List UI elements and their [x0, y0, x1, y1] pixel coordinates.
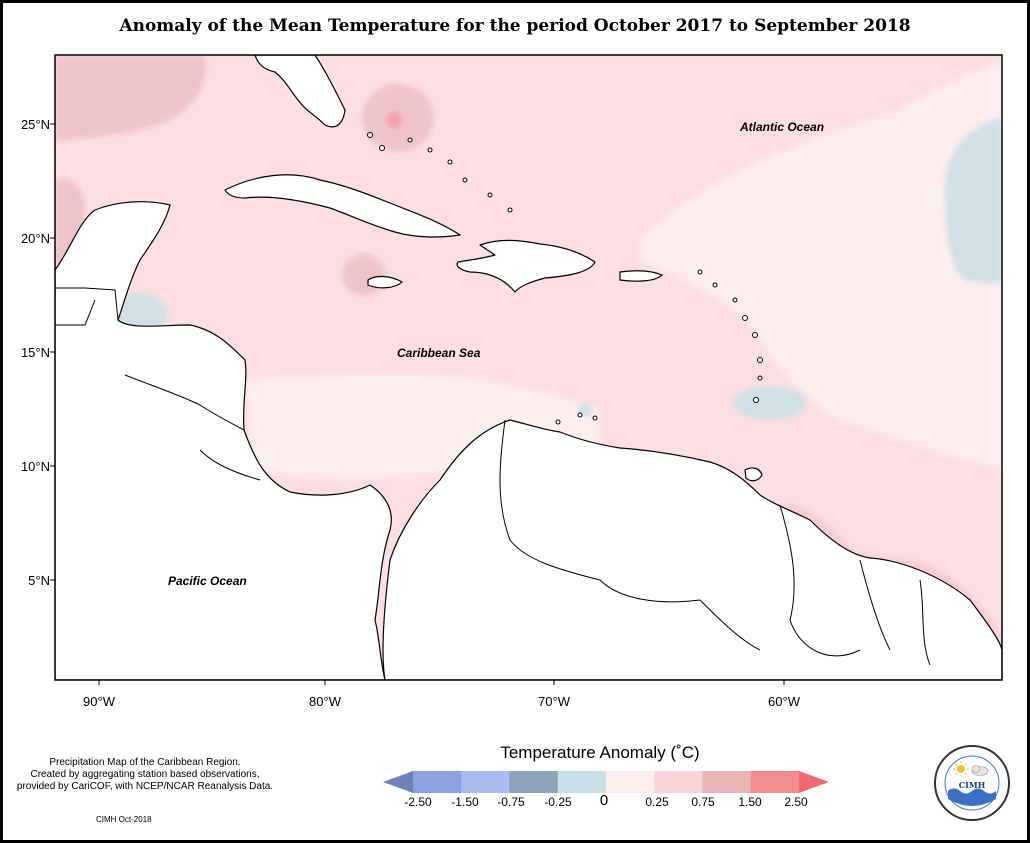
border — [499, 419, 701, 603]
island — [753, 397, 759, 403]
land-puerto-rico — [619, 270, 663, 282]
legend-swatch — [606, 771, 655, 793]
land-trinidad — [744, 467, 763, 482]
lat-label-5n: 5°N — [28, 573, 50, 588]
lon-label-80w: 80°W — [309, 694, 341, 709]
legend-tick: -0.25 — [544, 795, 572, 809]
island — [752, 332, 758, 338]
legend-tick: 1.50 — [738, 795, 762, 809]
credit-text: CIMH Oct-2018 — [96, 815, 152, 824]
legend-tick: -0.75 — [497, 795, 525, 809]
legend-swatch — [702, 771, 752, 793]
source-note-line: provided by CariCOF, with NCEP/NCAR Rean… — [16, 781, 274, 792]
island — [592, 415, 598, 421]
legend-tick: 0.75 — [691, 795, 715, 809]
island — [407, 137, 413, 143]
legend-swatch — [557, 771, 607, 793]
map-border — [54, 54, 1003, 681]
legend-tick: 0 — [599, 792, 609, 809]
legend-swatch — [750, 771, 800, 793]
cimh-sun-cloud-wave-logo: CIMH — [944, 755, 1000, 811]
island — [447, 159, 453, 165]
lon-label-60w: 60°W — [768, 694, 800, 709]
land-jamaica — [367, 275, 403, 289]
land-mexico-central-america — [55, 201, 392, 680]
land-south-america — [382, 419, 1002, 680]
land-cuba — [224, 174, 461, 238]
anomaly-zone-cool-barbados — [733, 386, 807, 420]
source-note: Precipitation Map of the Caribbean Regio… — [10, 757, 280, 793]
land-florida — [254, 55, 346, 128]
island — [742, 315, 748, 321]
legend-arrow-left — [383, 771, 413, 793]
border — [55, 299, 96, 326]
island — [507, 207, 513, 213]
island — [367, 132, 373, 138]
anomaly-zone-hot-bahamas — [386, 112, 402, 128]
anomaly-zone-light-atlantic — [640, 60, 1002, 470]
lat-label-10n: 10°N — [20, 459, 50, 474]
legend-swatch — [461, 771, 510, 793]
border — [919, 579, 931, 666]
anomaly-zone-warm-jamaica — [342, 254, 386, 296]
legend-swatch — [413, 771, 462, 793]
legend-tick: -1.50 — [451, 795, 479, 809]
island — [427, 147, 433, 153]
sun-icon — [953, 761, 969, 777]
legend-swatch — [654, 771, 703, 793]
island — [487, 192, 493, 198]
island — [712, 282, 718, 288]
lon-label-90w: 90°W — [83, 694, 115, 709]
label-pacific-ocean: Pacific Ocean — [168, 574, 247, 588]
legend-tick: -2.50 — [404, 795, 432, 809]
cimh-logo: CIMH — [934, 745, 1010, 821]
legend-colorbar — [383, 771, 829, 793]
island — [379, 145, 385, 151]
border — [859, 559, 891, 651]
label-caribbean-sea: Caribbean Sea — [397, 346, 481, 360]
legend-tick: 2.50 — [784, 795, 808, 809]
anomaly-zone-warm-yucatan — [55, 178, 85, 275]
wave-icon — [948, 788, 996, 806]
logo-text: CIMH — [959, 780, 986, 790]
source-note-line: Created by aggregating station based obs… — [30, 769, 260, 780]
border — [699, 599, 761, 651]
island — [462, 177, 468, 183]
anomaly-zone-warm-northwest — [55, 55, 206, 140]
island — [697, 269, 703, 275]
lat-label-25n: 25°N — [20, 117, 50, 132]
legend-title: Temperature Anomaly (˚C) — [500, 743, 700, 762]
border — [199, 449, 261, 481]
border — [55, 287, 119, 321]
lat-label-20n: 20°N — [20, 231, 50, 246]
legend-arrow-right — [799, 771, 829, 793]
island — [757, 357, 763, 363]
land-hispaniola — [456, 239, 596, 293]
border — [779, 504, 861, 657]
source-note-line: Precipitation Map of the Caribbean Regio… — [49, 757, 241, 768]
axis-ticks — [50, 123, 785, 685]
legend-tick: 0.25 — [645, 795, 669, 809]
island — [757, 375, 763, 381]
legend-swatch — [509, 771, 559, 793]
lat-label-15n: 15°N — [20, 345, 50, 360]
border — [124, 374, 245, 431]
lon-label-70w: 70°W — [538, 694, 570, 709]
island — [732, 297, 738, 303]
island — [555, 419, 561, 425]
small-islands — [367, 132, 763, 425]
cloud-icon — [971, 765, 989, 776]
map-title: Anomaly of the Mean Temperature for the … — [119, 16, 911, 36]
label-atlantic-ocean: Atlantic Ocean — [740, 120, 825, 134]
country-borders — [55, 287, 931, 666]
island — [577, 412, 583, 418]
land-masses — [55, 55, 1002, 680]
anomaly-zone-cool-atlantic — [945, 118, 1002, 283]
